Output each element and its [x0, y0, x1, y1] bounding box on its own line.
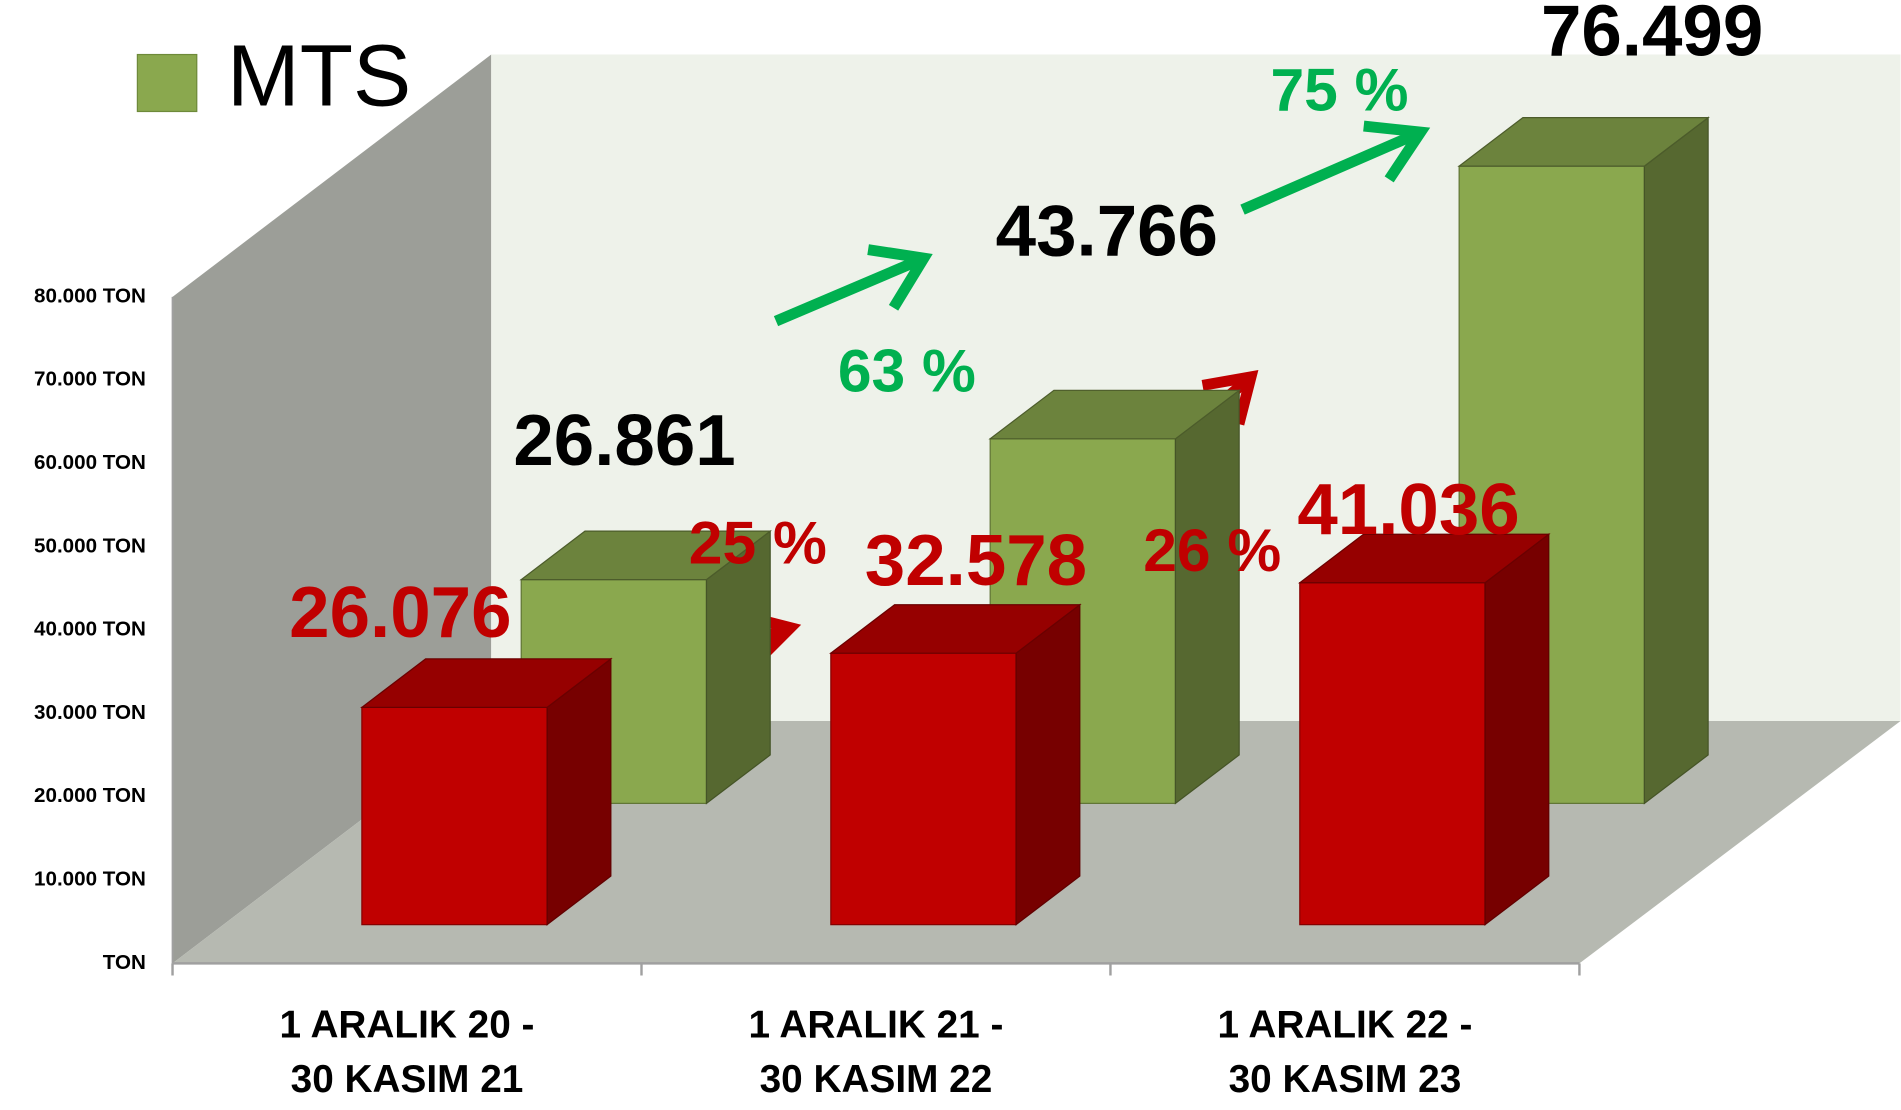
- x-tick-label: 1 ARALIK 21 - 30 KASIM 22: [749, 1004, 1004, 1102]
- data-label: 26.861: [513, 400, 735, 481]
- y-tick-label: 80.000 TON: [34, 284, 146, 307]
- x-tick-label-line: 1 ARALIK 22 -: [1217, 1004, 1472, 1047]
- y-tick-label: 30.000 TON: [34, 701, 146, 724]
- x-tick-label-line: 30 KASIM 21: [291, 1058, 524, 1101]
- bar-top: [829, 604, 1082, 654]
- x-tick-label-line: 1 ARALIK 20 -: [280, 1004, 535, 1047]
- data-label: 76.499: [1541, 0, 1763, 72]
- data-label: 41.036: [1297, 469, 1519, 550]
- bar-top: [988, 389, 1241, 440]
- bar-side: [1174, 389, 1240, 805]
- annotation: 63 %: [838, 337, 976, 405]
- data-label: 43.766: [996, 191, 1218, 272]
- y-tick-label: 40.000 TON: [34, 618, 146, 641]
- bar-side: [1643, 116, 1709, 805]
- x-tick-label-line: 30 KASIM 23: [1229, 1058, 1462, 1101]
- bar-front: [1299, 582, 1486, 926]
- x-tick-label-line: 1 ARALIK 21 -: [749, 1004, 1004, 1047]
- bar-top: [1457, 117, 1710, 167]
- annotation: 25 %: [689, 509, 827, 577]
- bar-top: [360, 658, 613, 708]
- arrow: [1240, 120, 1431, 215]
- legend-swatch: [136, 53, 198, 113]
- y-tick-label: 50.000 TON: [34, 534, 146, 557]
- bar: [829, 603, 1082, 926]
- bar-side: [1015, 603, 1081, 926]
- bar: [1297, 533, 1551, 926]
- y-tick-label: TON: [103, 951, 146, 974]
- bar-side: [1484, 533, 1550, 926]
- bar-front: [830, 652, 1017, 926]
- annotation: 26 %: [1143, 516, 1281, 584]
- data-label: 32.578: [865, 520, 1087, 601]
- y-tick-label: 20.000 TON: [34, 784, 146, 807]
- bar-front: [361, 706, 548, 926]
- bar-top: [1297, 533, 1551, 584]
- y-tick-label: 60.000 TON: [34, 451, 146, 474]
- legend-label: MTS: [227, 27, 411, 124]
- y-tick-label: 10.000 TON: [34, 868, 146, 891]
- annotation: 75 %: [1270, 56, 1408, 124]
- x-tick-label: 1 ARALIK 22 - 30 KASIM 23: [1217, 1004, 1472, 1102]
- bar-top: [519, 530, 772, 581]
- arrow: [773, 244, 933, 327]
- bar: [360, 657, 613, 926]
- y-tick-label: 70.000 TON: [34, 368, 146, 391]
- x-tick-label: 1 ARALIK 20 - 30 KASIM 21: [280, 1004, 535, 1102]
- x-tick-label-line: 30 KASIM 22: [760, 1058, 993, 1101]
- data-label: 26.076: [289, 572, 511, 653]
